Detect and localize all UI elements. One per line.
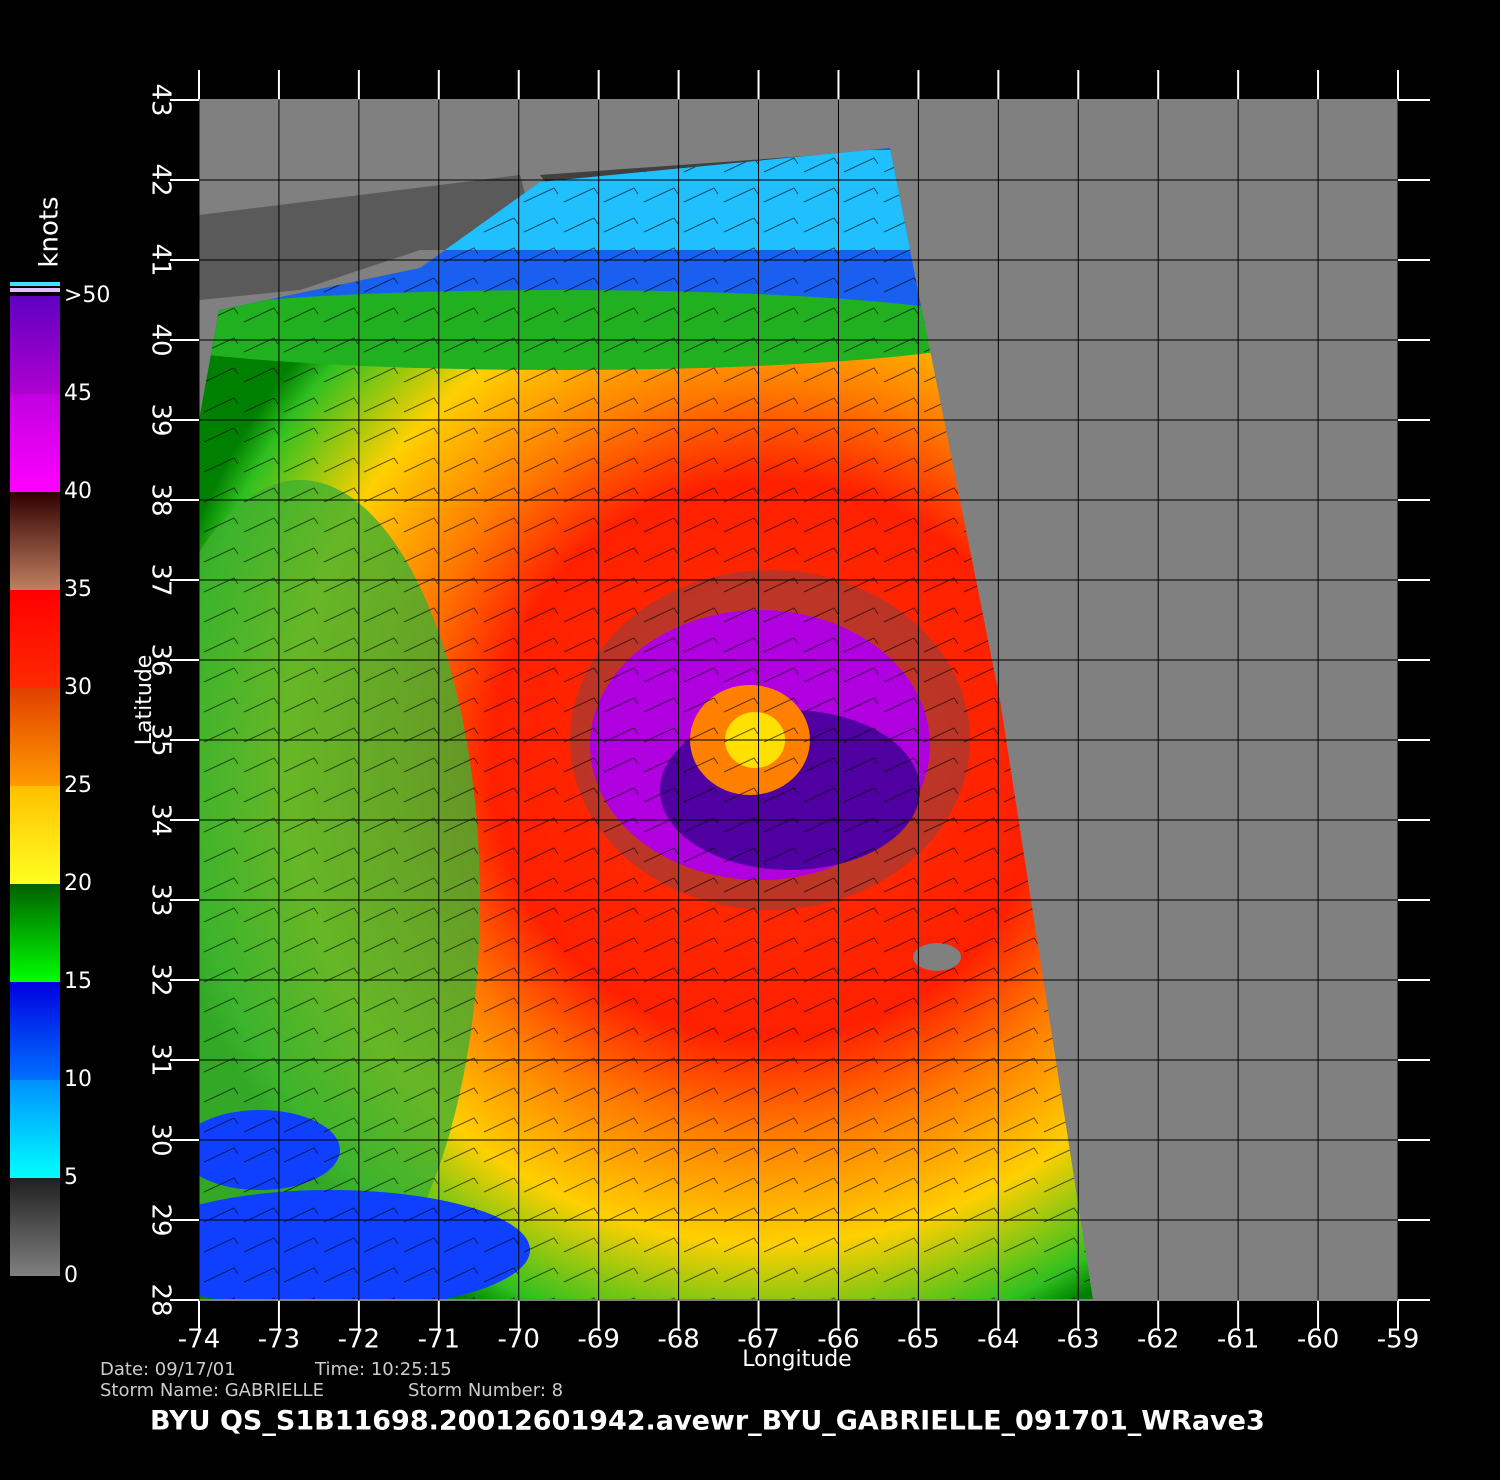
y-tick-label: 33	[146, 883, 176, 916]
date: Date: 09/17/01	[100, 1359, 236, 1380]
x-tick-label: -71	[418, 1325, 460, 1355]
colorbar-segment	[10, 1080, 60, 1178]
colorbar-segment	[10, 590, 60, 688]
storm-name: Storm Name: GABRIELLE	[100, 1380, 324, 1401]
x-tick-label: -64	[977, 1325, 1019, 1355]
x-tick-label: -67	[737, 1325, 779, 1355]
colorbar-label: 5	[64, 1165, 78, 1190]
y-tick-label: 31	[146, 1043, 176, 1076]
x-tick-label: -66	[817, 1325, 859, 1355]
y-tick-label: 40	[146, 323, 176, 356]
y-tick-label: 29	[146, 1203, 176, 1236]
colorbar-label: 45	[64, 381, 92, 406]
x-tick-label: -69	[577, 1325, 619, 1355]
land	[199, 175, 540, 300]
x-axis-label: Longitude	[742, 1347, 851, 1372]
x-tick-label: -60	[1297, 1325, 1339, 1355]
colorbar-label: 10	[64, 1067, 92, 1092]
y-tick-label: 28	[146, 1283, 176, 1316]
colorbar-label: 15	[64, 969, 92, 994]
x-tick-label: -63	[1057, 1325, 1099, 1355]
y-tick-label: 39	[146, 403, 176, 436]
y-tick-label: 38	[146, 483, 176, 516]
colorbar-title: knots	[35, 196, 65, 267]
colorbar-segment	[10, 296, 60, 394]
colorbar-label: 40	[64, 479, 92, 504]
time: Time: 10:25:15	[314, 1359, 452, 1380]
x-tick-label: -59	[1377, 1325, 1419, 1355]
y-tick-label: 41	[146, 243, 176, 276]
colorbar-label: 20	[64, 871, 92, 896]
x-tick-label: -73	[258, 1325, 300, 1355]
y-axis-label: Latitude	[132, 655, 157, 746]
colorbar-segment	[10, 1178, 60, 1276]
y-tick-label: 43	[146, 83, 176, 116]
colorbar-label: >50	[64, 283, 110, 308]
x-tick-label: -68	[657, 1325, 699, 1355]
colorbar-label: 35	[64, 577, 92, 602]
x-tick-label: -70	[497, 1325, 539, 1355]
x-tick-label: -72	[338, 1325, 380, 1355]
colorbar-segment	[10, 394, 60, 492]
colorbar-label: 25	[64, 773, 92, 798]
y-tick-label: 34	[146, 803, 176, 836]
colorbar-segment	[10, 492, 60, 590]
colorbar-cap	[10, 282, 60, 286]
island	[913, 943, 961, 971]
colorbar-label: 30	[64, 675, 92, 700]
colorbar-segment	[10, 688, 60, 786]
storm-number: Storm Number: 8	[408, 1380, 563, 1401]
colorbar-segment	[10, 884, 60, 982]
y-tick-label: 37	[146, 563, 176, 596]
y-tick-label: 42	[146, 163, 176, 196]
y-tick-label: 32	[146, 963, 176, 996]
x-tick-label: -62	[1137, 1325, 1179, 1355]
colorbar-label: 0	[64, 1263, 78, 1288]
colorbar-cap	[10, 288, 60, 292]
file-title: BYU QS_S1B11698.20012601942.avewr_BYU_GA…	[150, 1406, 1265, 1437]
colorbar-segment	[10, 982, 60, 1080]
x-tick-label: -74	[178, 1325, 220, 1355]
x-tick-label: -61	[1217, 1325, 1259, 1355]
colorbar-segment	[10, 786, 60, 884]
y-tick-label: 30	[146, 1123, 176, 1156]
x-tick-label: -65	[897, 1325, 939, 1355]
y-tick-label: 35	[146, 723, 176, 756]
y-tick-label: 36	[146, 643, 176, 676]
